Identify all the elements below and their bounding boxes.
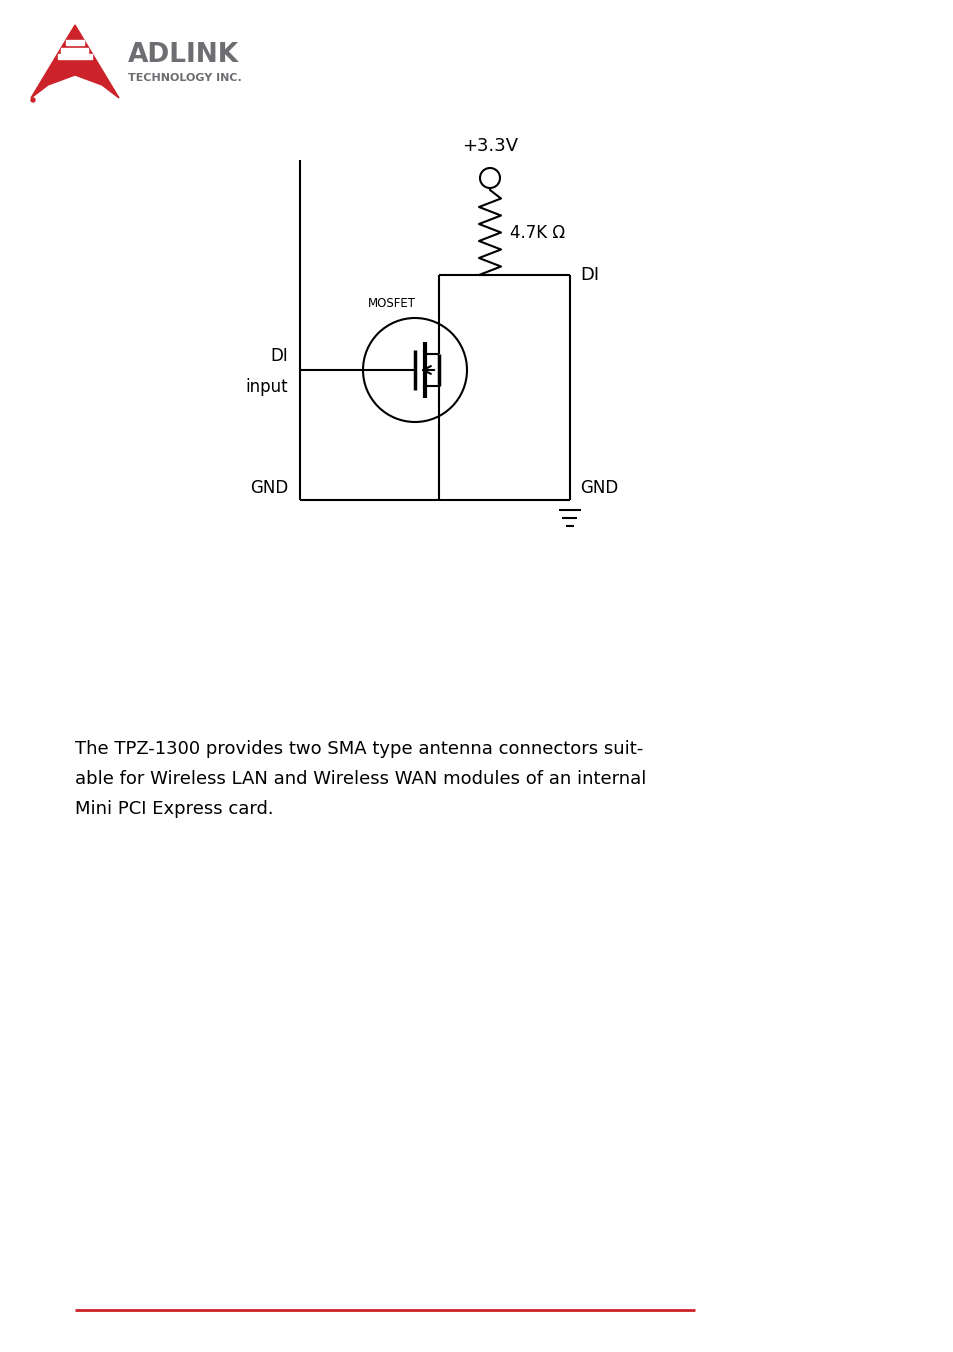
Text: +3.3V: +3.3V — [461, 137, 517, 155]
Text: input: input — [245, 379, 288, 396]
Text: 4.7K Ω: 4.7K Ω — [510, 223, 564, 242]
Text: DI: DI — [579, 266, 598, 284]
Text: able for Wireless LAN and Wireless WAN modules of an internal: able for Wireless LAN and Wireless WAN m… — [75, 771, 646, 788]
Text: MOSFET: MOSFET — [368, 297, 416, 310]
Text: GND: GND — [579, 479, 618, 498]
Circle shape — [30, 97, 35, 101]
Polygon shape — [61, 47, 89, 53]
Text: DI: DI — [270, 347, 288, 365]
Polygon shape — [58, 54, 91, 59]
Text: GND: GND — [250, 479, 288, 498]
Text: Mini PCI Express card.: Mini PCI Express card. — [75, 800, 274, 818]
Polygon shape — [30, 24, 119, 97]
Text: TECHNOLOGY INC.: TECHNOLOGY INC. — [128, 73, 241, 82]
Polygon shape — [66, 41, 85, 45]
Text: The TPZ-1300 provides two SMA type antenna connectors suit-: The TPZ-1300 provides two SMA type anten… — [75, 740, 642, 758]
Text: ADLINK: ADLINK — [128, 42, 239, 68]
